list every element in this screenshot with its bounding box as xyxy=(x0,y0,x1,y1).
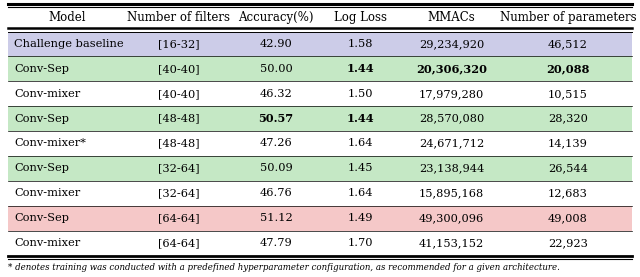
Bar xyxy=(8,181,632,206)
Bar xyxy=(8,57,632,81)
Text: 1.44: 1.44 xyxy=(347,63,374,74)
Text: [48-48]: [48-48] xyxy=(157,138,199,148)
Text: Conv-Sep: Conv-Sep xyxy=(14,213,69,223)
Text: 51.12: 51.12 xyxy=(260,213,292,223)
Text: 14,139: 14,139 xyxy=(548,138,588,148)
Text: [32-64]: [32-64] xyxy=(157,188,199,198)
Bar xyxy=(8,81,632,106)
Text: Conv-mixer: Conv-mixer xyxy=(14,238,80,248)
Text: Conv-Sep: Conv-Sep xyxy=(14,64,69,74)
Text: Model: Model xyxy=(48,11,86,24)
Text: Number of filters: Number of filters xyxy=(127,11,230,24)
Text: [16-32]: [16-32] xyxy=(157,39,199,49)
Text: 20,306,320: 20,306,320 xyxy=(416,63,487,74)
Text: 24,671,712: 24,671,712 xyxy=(419,138,484,148)
Text: [64-64]: [64-64] xyxy=(157,213,199,223)
Text: 26,544: 26,544 xyxy=(548,163,588,173)
Bar xyxy=(8,106,632,131)
Text: Accuracy(%): Accuracy(%) xyxy=(239,11,314,24)
Text: [48-48]: [48-48] xyxy=(157,114,199,124)
Text: 42.90: 42.90 xyxy=(260,39,292,49)
Bar xyxy=(8,32,632,57)
Text: 50.57: 50.57 xyxy=(259,113,294,124)
Text: Conv-mixer: Conv-mixer xyxy=(14,188,80,198)
Text: [32-64]: [32-64] xyxy=(157,163,199,173)
Text: 47.26: 47.26 xyxy=(260,138,292,148)
Text: Challenge baseline: Challenge baseline xyxy=(14,39,124,49)
Text: 12,683: 12,683 xyxy=(548,188,588,198)
Text: 1.64: 1.64 xyxy=(348,138,373,148)
Text: Conv-Sep: Conv-Sep xyxy=(14,114,69,124)
Text: 1.64: 1.64 xyxy=(348,188,373,198)
Text: 47.79: 47.79 xyxy=(260,238,292,248)
Text: 50.00: 50.00 xyxy=(260,64,292,74)
Text: 28,320: 28,320 xyxy=(548,114,588,124)
Text: 1.50: 1.50 xyxy=(348,89,373,99)
Text: 46.76: 46.76 xyxy=(260,188,292,198)
Text: 15,895,168: 15,895,168 xyxy=(419,188,484,198)
Text: Conv-mixer*: Conv-mixer* xyxy=(14,138,86,148)
Text: 1.44: 1.44 xyxy=(347,113,374,124)
Text: 10,515: 10,515 xyxy=(548,89,588,99)
Text: MMACs: MMACs xyxy=(428,11,476,24)
Text: 1.45: 1.45 xyxy=(348,163,373,173)
Text: * denotes training was conducted with a predefined hyperparameter configuration,: * denotes training was conducted with a … xyxy=(8,263,560,272)
Text: Conv-Sep: Conv-Sep xyxy=(14,163,69,173)
Bar xyxy=(8,131,632,156)
Bar xyxy=(8,206,632,231)
Text: 49,300,096: 49,300,096 xyxy=(419,213,484,223)
Text: [40-40]: [40-40] xyxy=(157,64,199,74)
Text: 41,153,152: 41,153,152 xyxy=(419,238,484,248)
Bar xyxy=(8,231,632,255)
Text: 49,008: 49,008 xyxy=(548,213,588,223)
Text: 23,138,944: 23,138,944 xyxy=(419,163,484,173)
Text: Number of parameters: Number of parameters xyxy=(500,11,636,24)
Text: 28,570,080: 28,570,080 xyxy=(419,114,484,124)
Bar xyxy=(8,156,632,181)
Text: [40-40]: [40-40] xyxy=(157,89,199,99)
Text: 46,512: 46,512 xyxy=(548,39,588,49)
Text: 20,088: 20,088 xyxy=(546,63,589,74)
Text: 1.58: 1.58 xyxy=(348,39,373,49)
Text: 46.32: 46.32 xyxy=(260,89,292,99)
Text: 50.09: 50.09 xyxy=(260,163,292,173)
Text: [64-64]: [64-64] xyxy=(157,238,199,248)
Text: 17,979,280: 17,979,280 xyxy=(419,89,484,99)
Text: Log Loss: Log Loss xyxy=(334,11,387,24)
Text: 1.70: 1.70 xyxy=(348,238,373,248)
Text: 1.49: 1.49 xyxy=(348,213,373,223)
Text: 29,234,920: 29,234,920 xyxy=(419,39,484,49)
Text: Conv-mixer: Conv-mixer xyxy=(14,89,80,99)
Text: 22,923: 22,923 xyxy=(548,238,588,248)
